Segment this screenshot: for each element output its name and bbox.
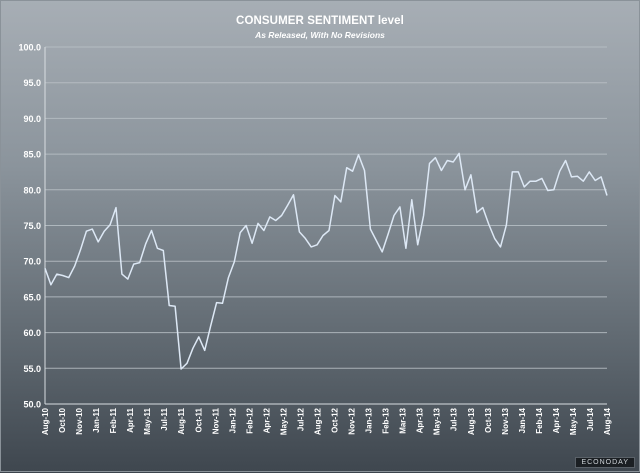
y-tick-label: 75.0 xyxy=(23,221,41,231)
y-tick-label: 95.0 xyxy=(23,78,41,88)
x-tick-label: Aug-12 xyxy=(313,407,322,435)
x-tick-label: Oct-10 xyxy=(58,407,67,432)
x-tick-label: Nov-12 xyxy=(348,407,357,434)
x-tick-label: Aug-14 xyxy=(603,407,612,435)
x-tick-label: Jul-11 xyxy=(160,407,169,430)
y-tick-label: 60.0 xyxy=(23,328,41,338)
y-tick-label: 65.0 xyxy=(23,292,41,302)
x-tick-label: Oct-12 xyxy=(331,407,340,432)
x-tick-label: Nov-11 xyxy=(211,407,220,434)
x-tick-label: Mar-13 xyxy=(399,407,408,433)
y-tick-label: 70.0 xyxy=(23,257,41,267)
x-tick-label: Jul-12 xyxy=(296,407,305,431)
x-tick-label: May-12 xyxy=(279,407,288,435)
x-tick-label: Aug-13 xyxy=(467,407,476,435)
x-tick-label: Oct-13 xyxy=(484,407,493,432)
chart-subtitle: As Released, With No Revisions xyxy=(255,30,385,40)
x-tick-label: Apr-11 xyxy=(126,407,135,432)
y-tick-label: 55.0 xyxy=(23,364,41,374)
x-tick-label: Aug-10 xyxy=(41,407,50,435)
x-tick-label: Apr-14 xyxy=(552,407,561,433)
x-tick-label: Feb-11 xyxy=(109,407,118,433)
y-tick-label: 80.0 xyxy=(23,185,41,195)
x-tick-label: Nov-13 xyxy=(501,407,510,434)
x-tick-label: Jul-14 xyxy=(586,407,595,431)
econoday-logo: ECONODAY xyxy=(575,457,635,468)
x-tick-label: Apr-13 xyxy=(416,407,425,433)
x-tick-label: Jul-13 xyxy=(450,407,459,431)
x-tick-label: Feb-14 xyxy=(535,407,544,433)
y-tick-label: 50.0 xyxy=(23,400,41,410)
chart-title: CONSUMER SENTIMENT level xyxy=(236,15,404,27)
x-tick-label: Jan-14 xyxy=(518,407,527,433)
x-tick-label: May-13 xyxy=(433,407,442,435)
x-tick-label: May-11 xyxy=(143,407,152,434)
x-tick-label: Jan-11 xyxy=(92,407,101,432)
x-tick-label: Feb-12 xyxy=(245,407,254,433)
x-tick-label: Jan-13 xyxy=(365,407,374,433)
x-tick-label: Oct-11 xyxy=(194,407,203,432)
y-tick-label: 90.0 xyxy=(23,114,41,124)
x-tick-label: Feb-13 xyxy=(382,407,391,433)
x-tick-label: Jan-12 xyxy=(228,407,237,433)
x-tick-label: Aug-11 xyxy=(177,407,186,434)
x-tick-label: Apr-12 xyxy=(262,407,271,433)
x-tick-label: Nov-10 xyxy=(75,407,84,434)
series-line xyxy=(44,152,608,370)
y-tick-label: 85.0 xyxy=(23,150,41,160)
y-tick-label: 100.0 xyxy=(18,43,41,53)
x-tick-label: May-14 xyxy=(569,407,578,435)
